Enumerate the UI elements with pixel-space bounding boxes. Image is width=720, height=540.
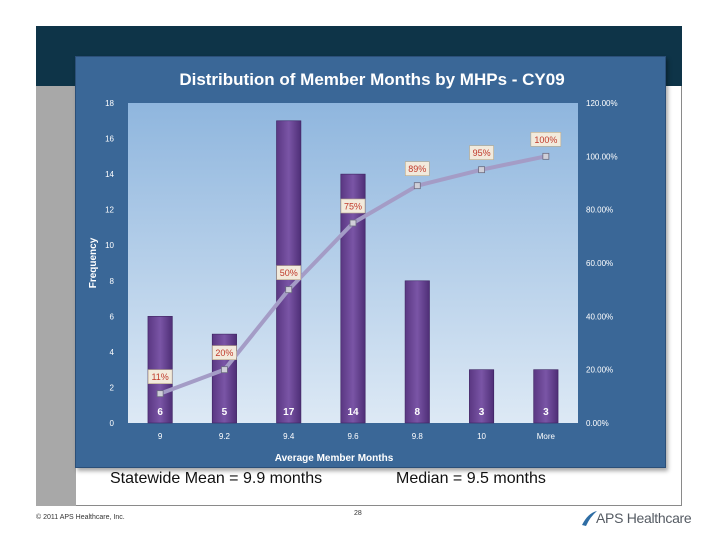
line-label-box: [147, 369, 173, 384]
x-tick-label: 9.6: [347, 432, 359, 441]
line-label-box: [212, 345, 237, 360]
pareto-chart: Distribution of Member Months by MHPs - …: [88, 70, 618, 464]
slide-frame: [76, 86, 682, 506]
y2-tick-label: 40.00%: [586, 312, 613, 321]
bar: [340, 173, 366, 424]
line-label-box: [530, 132, 562, 147]
line-value-label: 89%: [408, 164, 426, 174]
mean-caption: Statewide Mean = 9.9 months: [110, 470, 323, 487]
line-value-label: 20%: [215, 348, 233, 358]
bar-value-label: 8: [415, 407, 421, 418]
line-value-label: 11%: [151, 372, 168, 382]
y-tick-label: 6: [110, 312, 115, 321]
bar-value-label: 6: [157, 407, 163, 418]
swoosh-icon: [582, 511, 597, 526]
median-caption: Median = 9.5 months: [396, 470, 546, 487]
left-accent-band: [36, 86, 76, 506]
y-tick-label: 4: [110, 348, 115, 357]
x-tick-label: 9: [158, 432, 163, 441]
line-label-box: [469, 145, 494, 160]
y-tick-label: 8: [110, 277, 115, 286]
y-tick-label: 18: [105, 99, 114, 108]
y2-tick-label: 0.00%: [586, 419, 609, 428]
bar-value-label: 3: [479, 407, 485, 418]
y2-tick-label: 120.00%: [586, 99, 618, 108]
x-axis-label: Average Member Months: [275, 453, 394, 464]
bar: [469, 369, 495, 424]
y-tick-label: 0: [110, 419, 115, 428]
line-value-label: 100%: [534, 135, 557, 145]
chart-panel: Distribution of Member Months by MHPs - …: [75, 56, 666, 468]
bar-value-label: 17: [283, 407, 295, 418]
x-tick-label: 9.4: [283, 432, 295, 441]
page-number: 28: [354, 510, 362, 517]
bar: [533, 369, 559, 424]
y2-tick-label: 20.00%: [586, 366, 613, 375]
bar-value-label: 5: [222, 407, 228, 418]
logo-text: APS Healthcare: [596, 510, 692, 526]
line-label-box: [404, 161, 430, 176]
bar: [404, 280, 430, 424]
line-marker: [156, 390, 164, 398]
line-marker: [478, 166, 485, 174]
bar-value-label: 3: [543, 407, 549, 418]
y2-tick-label: 100.00%: [586, 152, 618, 161]
line-label-box: [276, 265, 302, 280]
y2-tick-label: 60.00%: [586, 259, 613, 268]
y-tick-label: 2: [110, 383, 115, 392]
line-value-label: 75%: [344, 202, 362, 212]
line-marker: [349, 219, 357, 227]
x-tick-label: 10: [477, 432, 486, 441]
y2-tick-label: 80.00%: [586, 206, 613, 215]
bar-value-label: 14: [347, 407, 359, 418]
line-label-box: [340, 198, 366, 214]
y-axis-label: Frequency: [88, 237, 99, 288]
y-tick-label: 12: [105, 206, 114, 215]
copyright-text: © 2011 APS Healthcare, Inc.: [36, 514, 125, 521]
x-tick-label: More: [537, 432, 556, 441]
y-tick-label: 16: [105, 135, 114, 144]
chart-title: Distribution of Member Months by MHPs - …: [179, 70, 564, 89]
line-value-label: 95%: [473, 148, 491, 158]
x-tick-label: 9.8: [412, 432, 424, 441]
x-tick-label: 9.2: [219, 432, 231, 441]
y-tick-label: 10: [105, 241, 114, 250]
line-marker: [413, 182, 421, 190]
aps-logo: APS Healthcare: [580, 509, 692, 529]
y-tick-label: 14: [105, 170, 114, 179]
line-marker: [221, 366, 228, 374]
line-value-label: 50%: [280, 268, 298, 278]
line-marker: [542, 152, 550, 160]
line-marker: [285, 286, 293, 294]
